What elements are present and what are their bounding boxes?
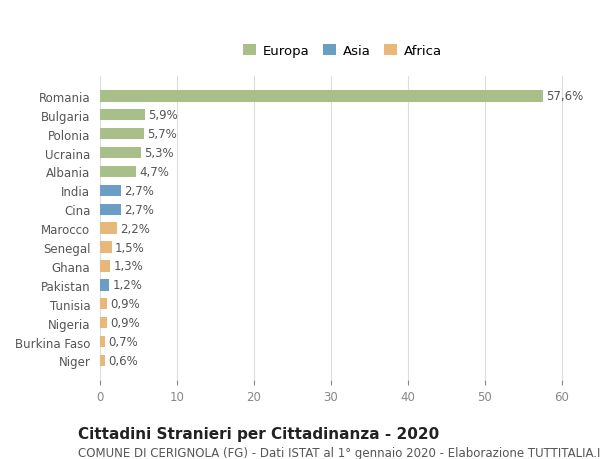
- Legend: Europa, Asia, Africa: Europa, Asia, Africa: [243, 45, 442, 58]
- Bar: [100, 280, 109, 291]
- Text: 2,7%: 2,7%: [124, 185, 154, 197]
- Bar: [100, 261, 110, 272]
- Text: 1,5%: 1,5%: [115, 241, 145, 254]
- Text: COMUNE DI CERIGNOLA (FG) - Dati ISTAT al 1° gennaio 2020 - Elaborazione TUTTITAL: COMUNE DI CERIGNOLA (FG) - Dati ISTAT al…: [78, 446, 600, 459]
- Text: 2,7%: 2,7%: [124, 203, 154, 216]
- Bar: [100, 336, 106, 347]
- Bar: [100, 204, 121, 215]
- Bar: [100, 355, 105, 366]
- Bar: [100, 185, 121, 196]
- Text: 5,9%: 5,9%: [149, 109, 178, 122]
- Bar: [100, 223, 117, 235]
- Bar: [100, 129, 144, 140]
- Bar: [100, 91, 543, 102]
- Text: Cittadini Stranieri per Cittadinanza - 2020: Cittadini Stranieri per Cittadinanza - 2…: [78, 425, 439, 441]
- Text: 2,2%: 2,2%: [120, 222, 150, 235]
- Bar: [100, 317, 107, 329]
- Text: 5,3%: 5,3%: [144, 147, 173, 160]
- Text: 5,7%: 5,7%: [147, 128, 177, 141]
- Text: 0,9%: 0,9%: [110, 297, 140, 311]
- Text: 4,7%: 4,7%: [139, 166, 169, 179]
- Bar: [100, 298, 107, 310]
- Bar: [100, 110, 145, 121]
- Text: 0,6%: 0,6%: [108, 354, 137, 367]
- Bar: [100, 148, 141, 159]
- Text: 0,9%: 0,9%: [110, 316, 140, 330]
- Text: 1,2%: 1,2%: [112, 279, 142, 292]
- Text: 1,3%: 1,3%: [113, 260, 143, 273]
- Text: 0,7%: 0,7%: [109, 335, 139, 348]
- Text: 57,6%: 57,6%: [546, 90, 583, 103]
- Bar: [100, 242, 112, 253]
- Bar: [100, 167, 136, 178]
